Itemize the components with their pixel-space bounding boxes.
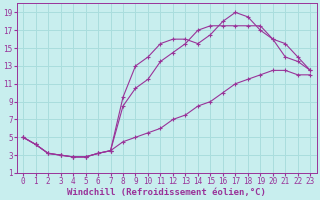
X-axis label: Windchill (Refroidissement éolien,°C): Windchill (Refroidissement éolien,°C) [67,188,266,197]
